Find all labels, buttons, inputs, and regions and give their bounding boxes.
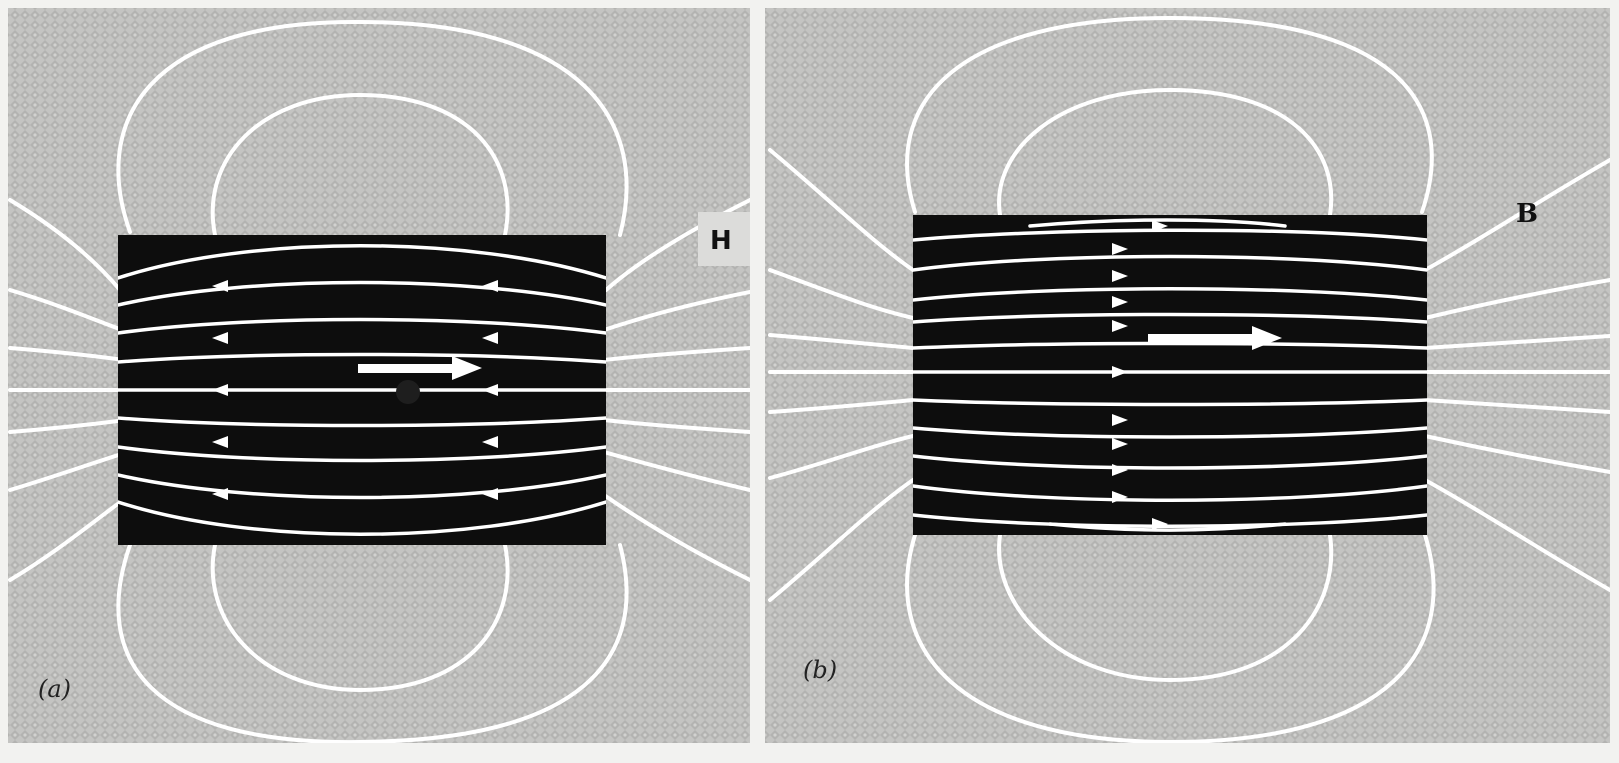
inner-line-a-1 xyxy=(118,244,606,280)
field-line-right-7 xyxy=(602,493,750,582)
arrowhead-left xyxy=(212,332,228,344)
sublabel-a: (a) xyxy=(38,675,71,703)
field-line-left-1 xyxy=(8,198,122,292)
field-loop-top-inner xyxy=(997,87,1334,217)
field-line-right-7 xyxy=(1423,478,1610,592)
inner-line-b-2 xyxy=(913,228,1427,242)
inner-line-b-11 xyxy=(913,484,1427,502)
panel-b: B (b) xyxy=(765,8,1610,743)
inner-line-b-10 xyxy=(913,454,1427,470)
inner-line-a-8 xyxy=(118,473,606,500)
arrowhead-right xyxy=(1152,220,1168,232)
field-loop-bottom-outer xyxy=(116,543,629,743)
field-line-left-6 xyxy=(8,450,130,492)
arrowhead-left xyxy=(212,436,228,448)
field-line-right-1 xyxy=(1423,158,1610,272)
inner-line-b-1 xyxy=(1028,218,1287,228)
field-line-left-7 xyxy=(8,493,132,582)
field-line-left-5 xyxy=(8,418,128,434)
label-H: H xyxy=(710,226,732,256)
magnetization-arrow-b xyxy=(1148,326,1282,350)
arrowhead-left xyxy=(482,436,498,448)
arrowhead-left xyxy=(482,488,498,500)
sublabel-b: (b) xyxy=(803,656,837,684)
label-H-box xyxy=(698,212,750,266)
panel-a-outer-field-lines xyxy=(8,19,750,743)
field-line-left-3 xyxy=(768,333,915,350)
arrowhead-left xyxy=(212,488,228,500)
inner-line-b-12 xyxy=(913,513,1427,528)
field-loop-top-inner xyxy=(210,92,510,237)
magnet-b-body xyxy=(913,215,1427,535)
field-line-right-6 xyxy=(1423,434,1610,474)
magnet-a-center-dot xyxy=(396,380,420,404)
panel-divider xyxy=(750,8,765,743)
field-loop-bottom-outer xyxy=(905,533,1436,743)
magnetization-arrow-a xyxy=(358,356,482,380)
inner-line-b-6 xyxy=(913,341,1427,350)
inner-line-a-2 xyxy=(118,280,606,307)
arrowhead-right xyxy=(1112,243,1128,255)
field-line-left-6 xyxy=(768,434,915,480)
inner-line-a-9 xyxy=(118,500,606,536)
inner-line-b-8 xyxy=(913,398,1427,407)
inner-line-a-7 xyxy=(118,445,606,463)
arrowhead-left xyxy=(212,384,228,396)
arrowhead-right xyxy=(1112,491,1128,503)
field-line-left-7 xyxy=(768,478,915,602)
arrowhead-left xyxy=(482,280,498,292)
arrowhead-right xyxy=(1112,366,1128,378)
inner-line-a-4 xyxy=(118,352,606,364)
field-loop-top-outer xyxy=(116,19,629,237)
field-line-right-3 xyxy=(1423,334,1610,350)
arrowhead-right xyxy=(1112,414,1128,426)
field-loop-bottom-inner xyxy=(210,543,510,693)
field-line-right-2 xyxy=(602,290,750,332)
arrowhead-right xyxy=(1112,438,1128,450)
inner-line-b-13 xyxy=(1048,522,1287,532)
field-line-left-3 xyxy=(8,346,126,362)
field-line-right-1 xyxy=(604,198,750,292)
panel-b-interior-arrowheads xyxy=(1112,220,1168,530)
field-line-right-5 xyxy=(602,418,750,434)
field-line-right-6 xyxy=(602,450,750,492)
panel-a: H (a) xyxy=(8,8,750,743)
arrowhead-right xyxy=(1112,464,1128,476)
arrowhead-right xyxy=(1112,320,1128,332)
field-line-left-2 xyxy=(8,288,124,332)
panel-a-interior-arrowheads xyxy=(212,280,498,500)
panel-a-magnet xyxy=(118,235,606,545)
field-line-left-1 xyxy=(768,148,915,272)
field-loop-top-outer xyxy=(905,15,1434,214)
inner-line-b-3 xyxy=(913,254,1427,272)
inner-line-b-9 xyxy=(913,426,1427,439)
label-B: B xyxy=(1516,199,1538,229)
arrowhead-right xyxy=(1112,270,1128,282)
inner-line-b-5 xyxy=(913,312,1427,324)
field-line-right-5 xyxy=(1423,398,1610,414)
arrowhead-left xyxy=(482,384,498,396)
field-line-right-2 xyxy=(1423,278,1610,320)
arrowhead-right xyxy=(1152,518,1168,530)
arrowhead-left xyxy=(212,280,228,292)
panel-b-magnet xyxy=(913,215,1427,535)
inner-line-a-3 xyxy=(118,317,606,335)
field-line-left-2 xyxy=(768,268,915,320)
inner-line-b-4 xyxy=(913,287,1427,302)
arrowhead-right xyxy=(1112,296,1128,308)
arrowhead-left xyxy=(482,332,498,344)
inner-line-a-6 xyxy=(118,416,606,428)
field-line-left-5 xyxy=(768,398,915,414)
field-line-right-3 xyxy=(602,346,750,362)
panel-b-outer-field-lines xyxy=(768,15,1610,743)
field-loop-bottom-inner xyxy=(997,533,1334,683)
